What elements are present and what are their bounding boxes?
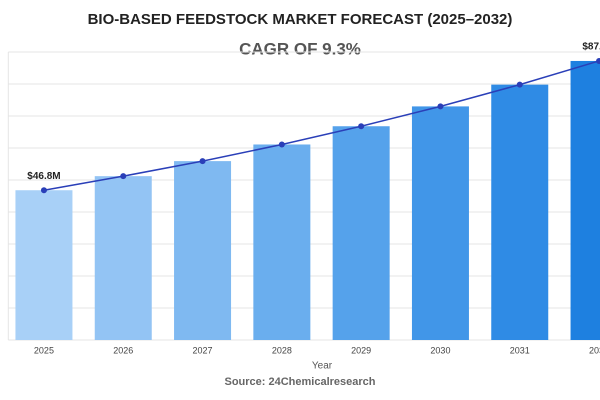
value-label: $87.2M xyxy=(582,42,600,53)
bar xyxy=(491,84,549,340)
trend-point xyxy=(596,57,600,64)
trend-point xyxy=(278,141,285,148)
trend-point xyxy=(437,103,444,110)
value-label: $46.8M xyxy=(27,171,60,182)
trend-point xyxy=(40,187,47,194)
source: Source: 24Chemicalresearch xyxy=(224,376,375,388)
bar xyxy=(15,190,73,340)
bar xyxy=(411,106,469,341)
trend-point xyxy=(120,173,127,180)
bar xyxy=(332,126,390,341)
x-tick-label: 2026 xyxy=(113,345,133,355)
x-tick-label: 2031 xyxy=(510,345,530,355)
x-tick-label: 2027 xyxy=(193,345,213,355)
x-tick-label: 2030 xyxy=(430,345,450,355)
trend-point xyxy=(358,123,365,130)
trend-point xyxy=(516,81,523,88)
x-tick-label: 2025 xyxy=(34,345,54,355)
x-axis-label: Year xyxy=(312,361,333,372)
bar xyxy=(253,144,311,340)
x-tick-label: 2032 xyxy=(589,345,600,355)
chart-title: BIO-BASED FEEDSTOCK MARKET FORECAST (202… xyxy=(88,11,513,28)
x-tick-label: 2028 xyxy=(272,345,292,355)
bar xyxy=(94,176,152,340)
trend-line xyxy=(43,60,600,191)
bar xyxy=(174,161,232,340)
bar xyxy=(570,60,600,341)
trend-point xyxy=(199,158,206,165)
x-tick-label: 2029 xyxy=(351,345,371,355)
chart-subtitle: CAGR OF 9.3% xyxy=(239,39,361,58)
